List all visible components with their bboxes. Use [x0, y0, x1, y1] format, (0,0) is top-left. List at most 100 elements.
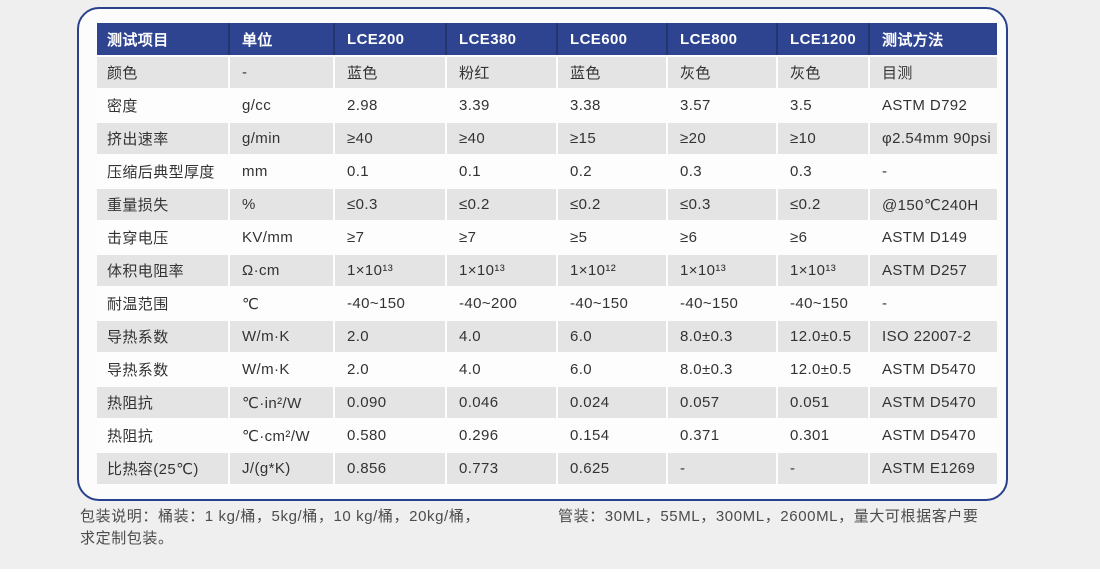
table-row: 击穿电压 KV/mm ≥7 ≥7 ≥5 ≥6 ≥6 ASTM D149 [97, 221, 997, 255]
table-cell: 1×10¹³ [667, 254, 778, 288]
table-row: 比热容(25℃) J/(g*K) 0.856 0.773 0.625- - ASTM E12… [97, 452, 997, 486]
packaging-note-line1: 包装说明：桶装：1 kg/桶，5kg/桶，10 kg/桶，20kg/桶， [80, 508, 481, 525]
table-cell: 体积电阻率 [97, 254, 230, 288]
table-cell: W/m·K [229, 353, 335, 387]
table-cell: 4.0 [446, 353, 558, 387]
table-cell: 灰色 [667, 56, 778, 90]
table-cell: ≤0.3 [334, 188, 447, 222]
table-cell: 0.057 [667, 386, 778, 420]
table-cell: 0.856 [334, 452, 447, 486]
table-cell: - [229, 56, 335, 90]
table-cell: ≥5 [557, 221, 668, 255]
table-cell: 击穿电压 [97, 221, 230, 255]
table-row: 密度 g/cc 2.98 3.39 3.38 3.57 3.5 ASTM D792 [97, 89, 997, 123]
table-row: 重量损失% ≤0.3 ≤0.2 ≤0.2 ≤0.3 ≤0.2 @150℃240H [97, 188, 997, 222]
packaging-note-right: 管装：30ML，55ML，300ML，2600ML，量大可根据客户要 [558, 508, 979, 525]
table-cell: ℃·in²/W [229, 386, 335, 420]
table-cell: 8.0±0.3 [667, 353, 778, 387]
table-cell: 0.090 [334, 386, 447, 420]
table-cell: 2.98 [334, 89, 447, 123]
table-cell: ASTM D5470 [869, 386, 997, 420]
table-cell: g/min [229, 122, 335, 156]
table-cell: % [229, 188, 335, 222]
table-cell: 比热容(25℃) [97, 452, 230, 486]
table-cell: 目测 [869, 56, 997, 90]
table-cell: 粉红 [446, 56, 558, 90]
table-cell: ASTM D149 [869, 221, 997, 255]
table-cell: ℃ [229, 287, 335, 321]
table-cell: ≥40 [334, 122, 447, 156]
table-cell: 3.39 [446, 89, 558, 123]
table-cell: 12.0±0.5 [777, 320, 870, 354]
table-cell: 0.1 [446, 155, 558, 189]
header-cell-1: 单位 [229, 23, 335, 57]
table-cell: 0.625 [557, 452, 668, 486]
table-cell: ℃·cm²/W [229, 419, 335, 453]
table-cell: 0.154 [557, 419, 668, 453]
table-cell: ≥7 [446, 221, 558, 255]
table-cell: 8.0±0.3 [667, 320, 778, 354]
spec-card: 测试项目 单位 LCE200 LCE380 LCE600 LCE800 LCE1200 测试方… [77, 7, 1008, 501]
table-cell: 蓝色 [557, 56, 668, 90]
table-cell: 2.0 [334, 320, 447, 354]
table-cell: 3.57 [667, 89, 778, 123]
table-cell: 3.38 [557, 89, 668, 123]
header-cell-5: LCE800 [667, 23, 778, 57]
packaging-note-line2: 求定制包装。 [80, 530, 174, 547]
header-cell-7: 测试方法 [869, 23, 997, 57]
table-row: 压缩后典型厚度 mm 0.1 0.1 0.2 0.3 0.3- [97, 155, 997, 189]
table-row: 挤出速率 g/min ≥40 ≥40 ≥15 ≥20 ≥10 φ2.54mm 90psi [97, 122, 997, 156]
table-cell: 密度 [97, 89, 230, 123]
table-cell: - [869, 287, 997, 321]
table-row: 体积电阻率 Ω·cm 1×10¹³ 1×10¹³ 1×10¹² 1×10¹³ 1×10¹³ A… [97, 254, 997, 288]
table-cell: - [667, 452, 778, 486]
table-cell: ISO 22007-2 [869, 320, 997, 354]
table-cell: 颜色 [97, 56, 230, 90]
table-cell: 蓝色 [334, 56, 447, 90]
table-cell: ASTM E1269 [869, 452, 997, 486]
table-cell: 3.5 [777, 89, 870, 123]
table-cell: -40~200 [446, 287, 558, 321]
table-cell: ASTM D792 [869, 89, 997, 123]
table-cell: J/(g*K) [229, 452, 335, 486]
table-cell: 0.301 [777, 419, 870, 453]
table-cell: mm [229, 155, 335, 189]
table-cell: 1×10¹³ [777, 254, 870, 288]
table-row: 热阻抗 ℃·cm²/W 0.580 0.296 0.154 0.371 0.301 ASTM … [97, 419, 997, 453]
bottom-strip [0, 569, 1100, 582]
table-row: 热阻抗 ℃·in²/W 0.090 0.046 0.024 0.057 0.051 ASTM … [97, 386, 997, 420]
table-cell: 0.3 [667, 155, 778, 189]
table-cell: 热阻抗 [97, 386, 230, 420]
table-cell: ASTM D5470 [869, 353, 997, 387]
table-cell: -40~150 [334, 287, 447, 321]
table-row: 耐温范围 ℃ -40~150 -40~200 -40~150 -40~150 -40~150… [97, 287, 997, 321]
table-cell: -40~150 [777, 287, 870, 321]
packaging-note-left: 包装说明：桶装：1 kg/桶，5kg/桶，10 kg/桶，20kg/桶， 求定制… [80, 506, 558, 550]
table-cell: 0.580 [334, 419, 447, 453]
table-cell: 热阻抗 [97, 419, 230, 453]
header-cell-4: LCE600 [557, 23, 668, 57]
table-cell: @150℃240H [869, 188, 997, 222]
table-cell: -40~150 [667, 287, 778, 321]
table-cell: 0.046 [446, 386, 558, 420]
table-cell: 灰色 [777, 56, 870, 90]
table-cell: 导热系数 [97, 320, 230, 354]
table-cell: ASTM D5470 [869, 419, 997, 453]
table-cell: 0.1 [334, 155, 447, 189]
table-row: 导热系数 W/m·K 2.0 4.0 6.0 8.0±0.3 12.0±0.5 ISO 220… [97, 320, 997, 354]
table-cell: ≤0.3 [667, 188, 778, 222]
table-cell: ≥15 [557, 122, 668, 156]
table-cell: 0.371 [667, 419, 778, 453]
table-cell: 4.0 [446, 320, 558, 354]
table-cell: - [869, 155, 997, 189]
header-cell-3: LCE380 [446, 23, 558, 57]
table-cell: 挤出速率 [97, 122, 230, 156]
table-cell: ≤0.2 [557, 188, 668, 222]
table-cell: 1×10¹³ [446, 254, 558, 288]
table-cell: KV/mm [229, 221, 335, 255]
table-row: 颜色 - 蓝色 粉红 蓝色 灰色 灰色 目测 [97, 56, 997, 90]
header-cell-2: LCE200 [334, 23, 447, 57]
table-cell: 1×10¹³ [334, 254, 447, 288]
header-row: 测试项目 单位 LCE200 LCE380 LCE600 LCE800 LCE1200 测试方… [97, 23, 997, 57]
table-cell: 12.0±0.5 [777, 353, 870, 387]
